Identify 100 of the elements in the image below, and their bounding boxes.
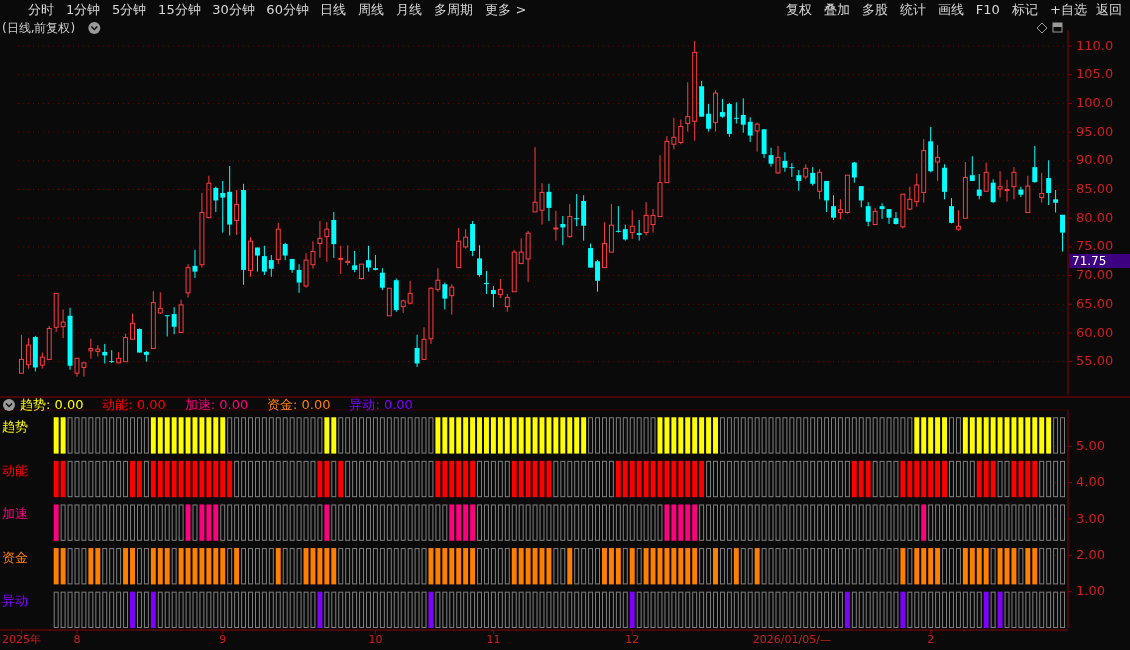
bar: [136, 591, 142, 628]
bar: [858, 460, 864, 498]
series-label: 加速: [2, 506, 28, 522]
candlestick: [553, 210, 559, 242]
bar: [719, 548, 725, 585]
candlestick: [116, 351, 122, 364]
bar: [386, 504, 392, 541]
y-tick-label: 70.00: [1076, 267, 1114, 283]
bar: [595, 504, 600, 541]
bar: [921, 591, 927, 628]
bar: [400, 504, 406, 541]
bar: [511, 460, 517, 498]
bar: [143, 417, 149, 454]
bar: [678, 460, 684, 498]
bar: [692, 548, 698, 585]
bar: [1018, 417, 1024, 454]
bar: [921, 548, 927, 585]
x-tick-label: 2025年: [1, 633, 41, 646]
bar: [706, 504, 712, 541]
bar: [1018, 548, 1024, 585]
bar: [95, 417, 101, 454]
bar: [914, 504, 920, 541]
bar: [150, 504, 156, 541]
bar: [109, 548, 115, 585]
bar: [60, 460, 66, 498]
text: 叠加: [823, 1, 850, 17]
bar: [699, 417, 705, 454]
bar: [241, 417, 247, 454]
text: 60分钟: [266, 1, 309, 17]
bar: [1046, 460, 1052, 498]
bar: [747, 504, 753, 541]
bar: [261, 548, 267, 585]
bar: [102, 548, 108, 585]
bar: [518, 460, 524, 498]
text: 更多 >: [485, 1, 527, 17]
bar: [824, 417, 830, 454]
bar: [497, 591, 503, 628]
bar: [608, 548, 614, 585]
bar: [900, 591, 906, 628]
bar: [588, 460, 594, 498]
bar: [372, 504, 378, 541]
bar: [928, 504, 934, 541]
bar: [359, 417, 365, 454]
candlestick: [893, 211, 899, 226]
text: 71.75: [1072, 253, 1107, 268]
bar: [241, 591, 247, 628]
bar: [858, 591, 864, 628]
bar: [581, 591, 587, 628]
bar: [345, 460, 351, 498]
bar: [366, 591, 371, 628]
bar: [435, 548, 441, 585]
bar: [227, 548, 233, 585]
bar: [803, 417, 809, 454]
bar: [338, 504, 344, 541]
bar: [484, 591, 489, 628]
bar: [865, 548, 871, 585]
text: 5分钟: [112, 1, 147, 17]
x-tick-label: 2026/01/05/—: [752, 633, 831, 646]
bar: [955, 548, 961, 585]
bar: [109, 504, 115, 541]
bar: [470, 460, 476, 498]
bar: [511, 504, 517, 541]
bar: [275, 591, 281, 628]
bar: [747, 591, 753, 628]
candlestick: [921, 138, 927, 204]
candlestick: [962, 161, 968, 219]
bar: [366, 460, 371, 498]
text: 多股: [861, 1, 888, 17]
bar: [136, 548, 142, 585]
bar: [740, 591, 746, 628]
text: 15分钟: [158, 1, 201, 17]
bar: [164, 460, 170, 498]
bar: [338, 460, 344, 498]
bar: [601, 591, 607, 628]
bar: [615, 417, 621, 454]
bar: [171, 417, 177, 454]
bar: [726, 548, 732, 585]
bar: [213, 591, 219, 628]
candlestick: [872, 207, 878, 226]
bar: [123, 548, 129, 585]
bar: [831, 591, 836, 628]
bar: [949, 504, 954, 541]
bar: [844, 548, 850, 585]
annotation: 加速: 0.00: [184, 396, 249, 412]
bar: [588, 591, 594, 628]
bar: [921, 417, 927, 454]
bar: [248, 460, 253, 498]
bar: [955, 460, 961, 498]
bar: [1039, 417, 1045, 454]
bar: [942, 548, 948, 585]
bar: [95, 460, 101, 498]
bar: [157, 548, 163, 585]
bar: [837, 504, 843, 541]
candlestick: [317, 220, 323, 259]
bar: [851, 548, 857, 585]
bar: [601, 548, 607, 585]
bar: [844, 504, 850, 541]
bar: [678, 548, 684, 585]
text: +自选: [1049, 1, 1087, 17]
bar: [574, 417, 580, 454]
